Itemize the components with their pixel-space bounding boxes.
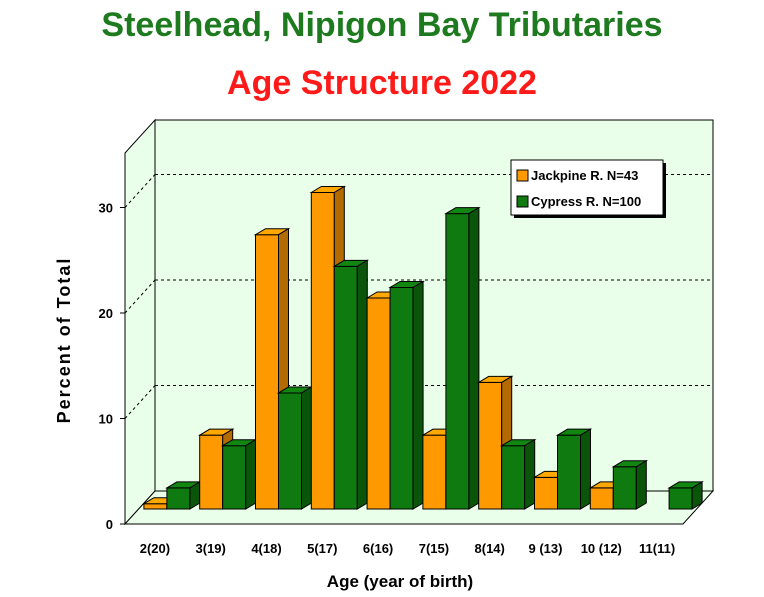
bar-front (310, 192, 335, 510)
x-tick-label: 10 (12) (581, 541, 622, 556)
bar (555, 428, 593, 510)
y-tick-label: 0 (106, 517, 113, 532)
bar-front (366, 297, 391, 510)
bar (667, 481, 704, 510)
bar (332, 259, 370, 510)
bar (444, 206, 481, 510)
bar-side (468, 206, 480, 510)
x-tick-label: 3(19) (196, 541, 226, 556)
y-axis-label: Percent of Total (54, 257, 74, 424)
gridline-diagonal (124, 279, 156, 314)
bar-front (589, 487, 614, 510)
x-tick-label: 4(18) (251, 541, 281, 556)
side-wall (124, 118, 156, 526)
bar-front (166, 487, 191, 510)
bar-front (333, 265, 358, 510)
bar-front (143, 503, 168, 510)
bar-side (245, 438, 257, 510)
x-tick-label: 6(16) (363, 541, 393, 556)
legend-label: Cypress R. N=100 (531, 194, 641, 209)
chart-title: Steelhead, Nipigon Bay Tributaries (101, 6, 663, 44)
gridline-diagonal (124, 174, 156, 208)
chart-subtitle: Age Structure 2022 (227, 64, 537, 102)
x-tick-label: 7(15) (419, 541, 449, 556)
bar-side (691, 481, 703, 510)
legend-swatch (516, 169, 529, 182)
x-tick-label: 11(11) (639, 541, 675, 556)
legend: Jackpine R. N=43 Cypress R. N=100 (510, 159, 666, 218)
bar-front (668, 487, 693, 510)
bar-side (524, 438, 536, 510)
y-tick-label: 30 (99, 201, 113, 216)
bar-front (478, 381, 503, 510)
bar (165, 481, 202, 510)
bar-front (222, 445, 247, 510)
bar-front (501, 445, 526, 510)
bar-front (255, 234, 279, 510)
y-tick-labels: 0 10 20 30 (99, 201, 113, 533)
bars (142, 185, 704, 510)
x-tick-label: 8(14) (475, 541, 505, 556)
y-tick-label: 20 (99, 306, 113, 321)
legend-box (510, 159, 664, 216)
legend-label: Jackpine R. N=43 (531, 168, 638, 183)
legend-swatch (516, 195, 529, 208)
bar-front (422, 434, 447, 510)
bar-front (445, 213, 470, 510)
x-tick-labels: 2(20) 3(19) 4(18) 5(17) 6(16) 7(15) 8(14) 9 (13… (140, 541, 675, 556)
bar-side (635, 459, 647, 510)
bar-side (356, 259, 368, 510)
bar-front (612, 466, 637, 510)
x-tick-label: 9 (13) (529, 541, 563, 556)
bar-side (412, 280, 424, 510)
bar (611, 459, 649, 510)
x-tick-label: 5(17) (307, 541, 337, 556)
bar (276, 386, 314, 510)
bar-front (199, 434, 224, 510)
bar-side (580, 428, 591, 510)
x-tick-label: 2(20) (140, 541, 170, 556)
y-tick-label: 10 (99, 412, 113, 427)
bar-front (278, 392, 302, 510)
bar-side (301, 386, 312, 510)
bar (220, 438, 258, 510)
bar-front (557, 434, 581, 510)
bar-front (534, 476, 558, 510)
bar (499, 438, 537, 510)
bar-front (389, 286, 414, 510)
x-axis-label: Age (year of birth) (327, 572, 473, 591)
bar (388, 280, 425, 510)
gridline-diagonal (124, 385, 156, 419)
